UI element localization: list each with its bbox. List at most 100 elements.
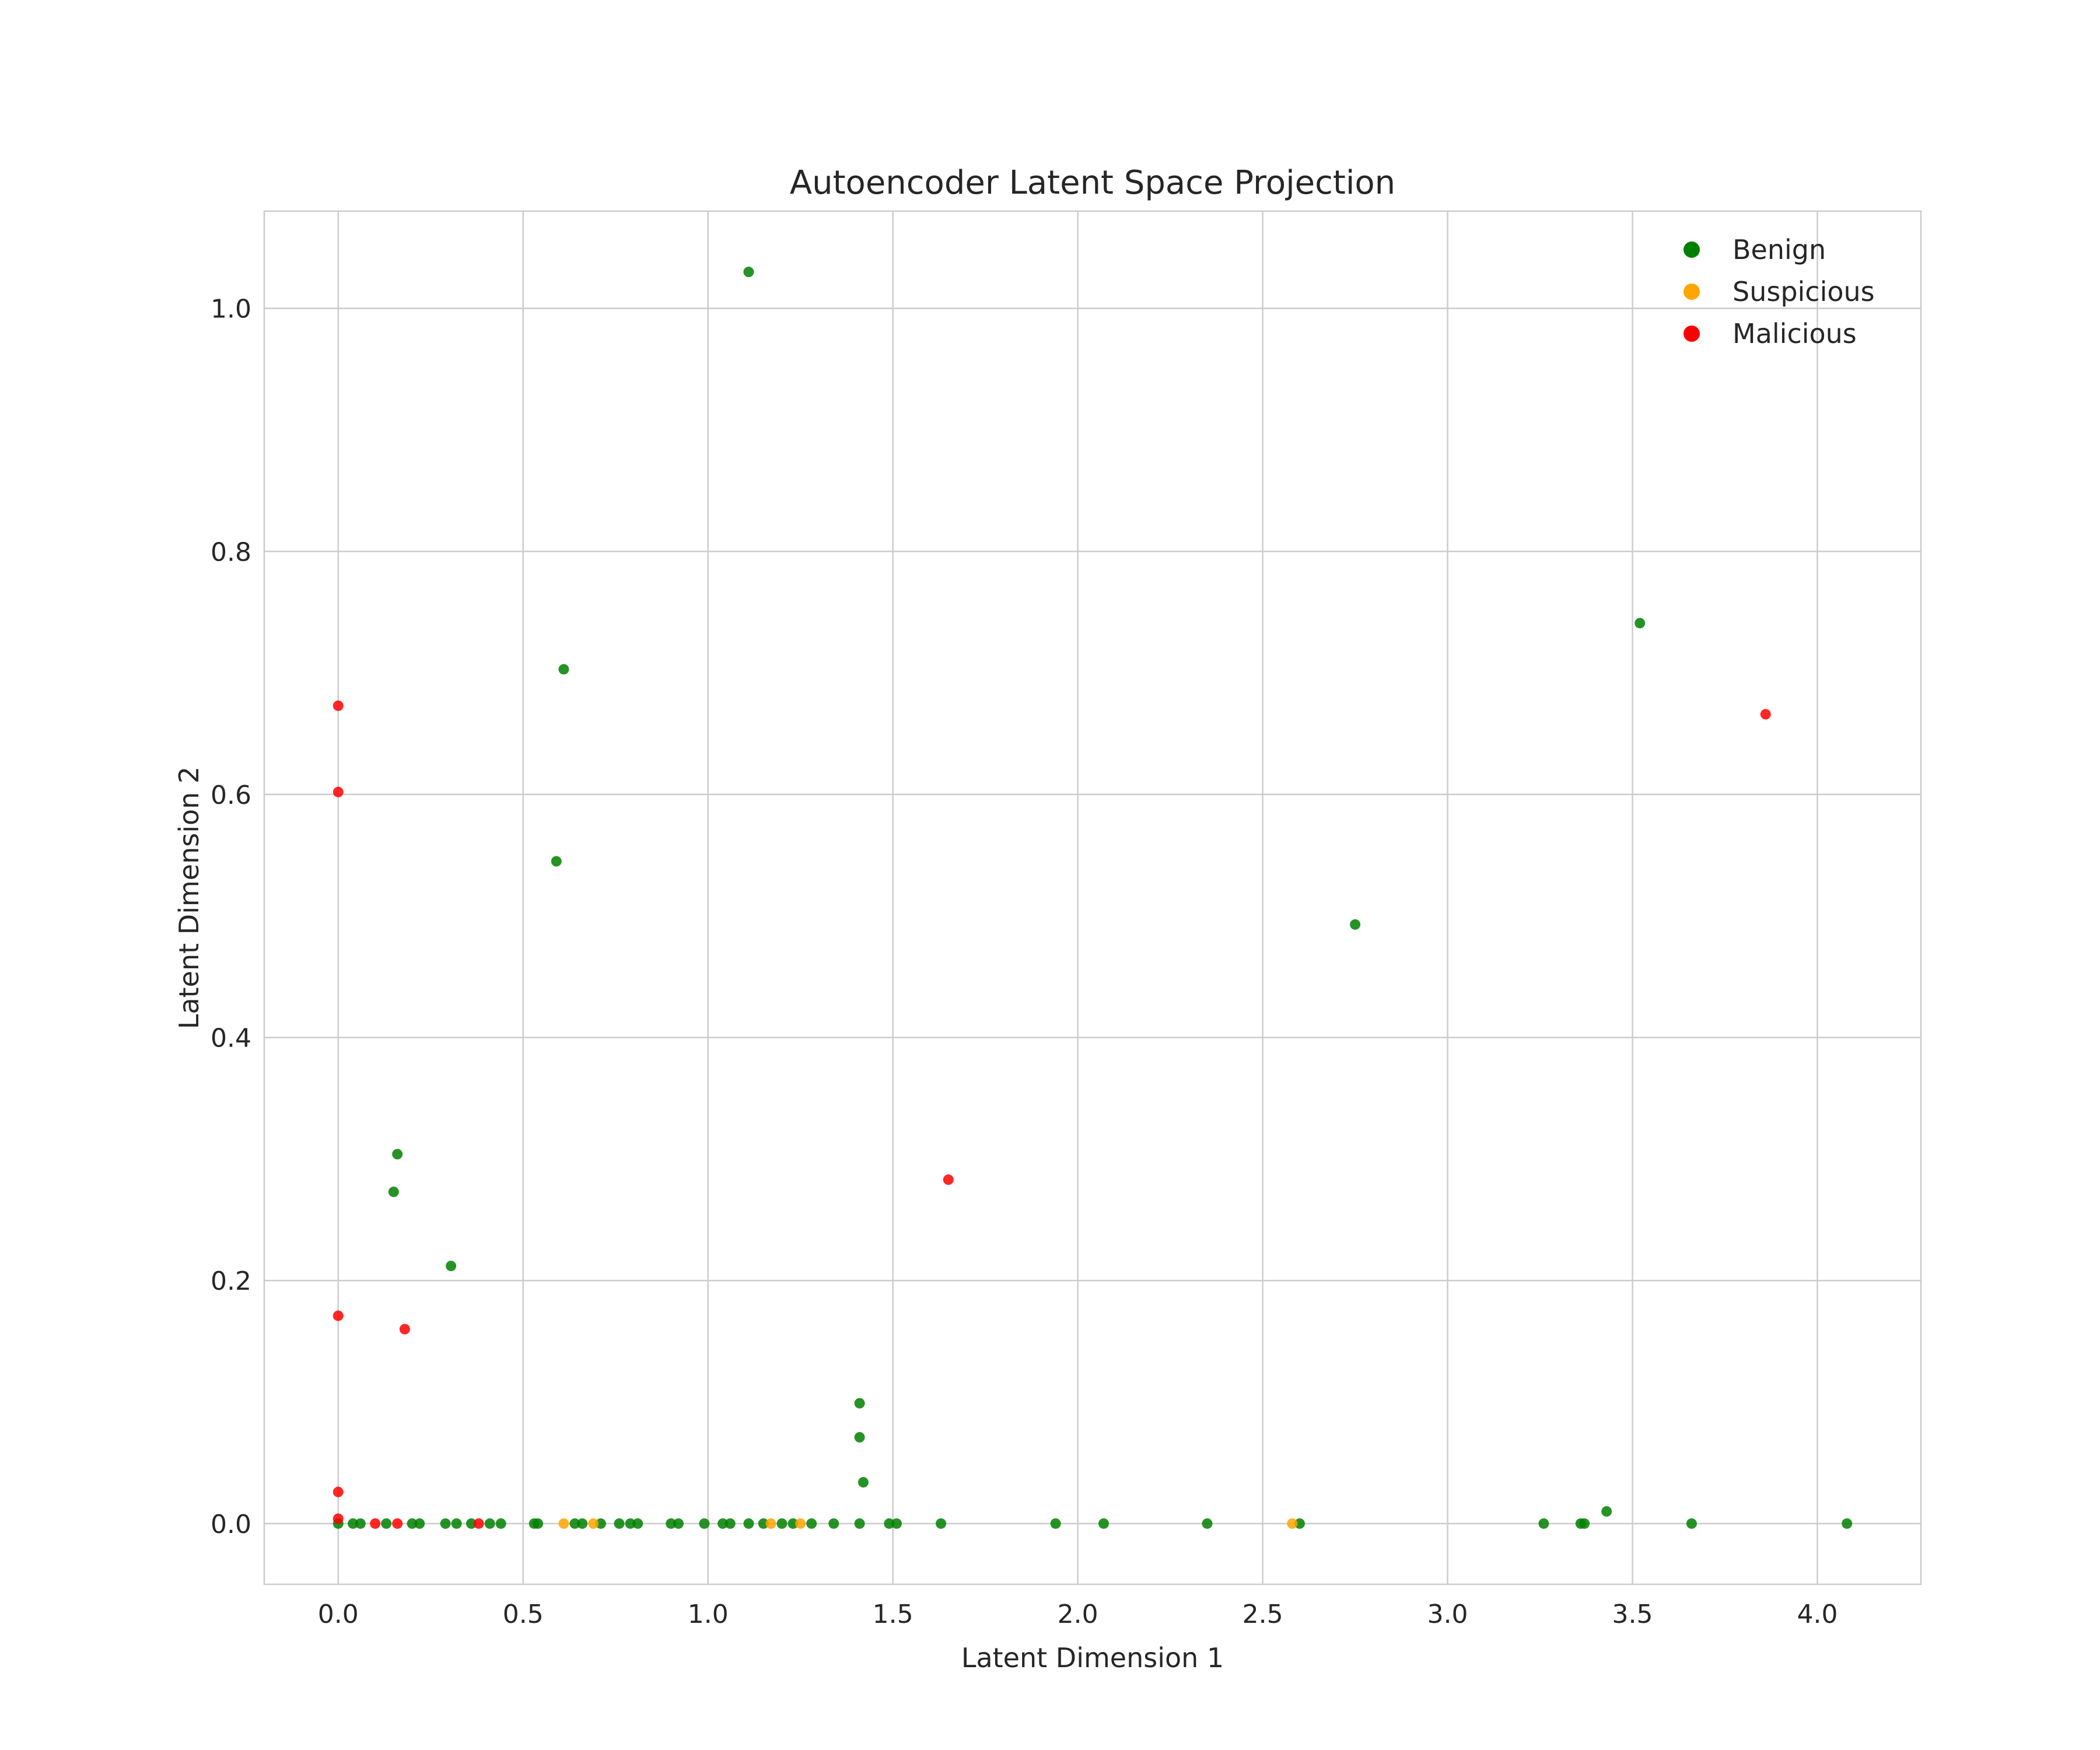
data-point [392,1149,403,1160]
data-point [788,1518,799,1529]
data-point [854,1518,865,1529]
data-point [332,1310,344,1321]
data-point [1350,919,1361,930]
data-point [743,267,754,278]
data-point [758,1518,769,1529]
data-point [381,1518,392,1529]
data-point [724,1518,736,1529]
legend-label-suspicious: Suspicious [1732,276,1875,307]
data-point [765,1518,776,1529]
data-point [632,1518,643,1529]
data-point [936,1518,947,1529]
data-point [392,1518,403,1529]
data-point [1287,1518,1298,1529]
data-point [1579,1518,1590,1529]
legend-marker-malicious [1684,326,1700,342]
data-point [414,1518,425,1529]
data-point [370,1518,381,1529]
data-point [614,1518,625,1529]
legend: Benign Suspicious Malicious [1684,234,1875,349]
data-point [451,1518,462,1529]
data-point [1202,1518,1213,1529]
y-tick-labels: 0.0 0.2 0.4 0.6 0.8 1.0 [211,295,251,1539]
data-point [891,1518,902,1529]
data-point [1842,1518,1853,1529]
data-point [558,664,569,675]
plot-frame [263,210,1922,1586]
data-point [348,1518,359,1529]
data-point [743,1518,754,1529]
data-point [806,1518,817,1529]
x-tick-label: 2.0 [1058,1600,1098,1629]
data-point [854,1398,865,1409]
data-point [466,1518,477,1529]
data-point [1686,1518,1697,1529]
data-point [399,1324,410,1335]
x-axis-label: Latent Dimension 1 [961,1642,1224,1674]
data-point [332,786,344,797]
data-point [595,1518,606,1529]
data-point [407,1518,418,1529]
legend-marker-suspicious [1684,284,1700,300]
data-point [1050,1518,1061,1529]
data-point [1601,1506,1612,1517]
legend-marker-benign [1684,242,1700,258]
data-point [858,1477,869,1488]
x-tick-label: 3.0 [1427,1600,1468,1629]
legend-label-benign: Benign [1732,234,1826,265]
x-tick-label: 0.0 [318,1600,359,1629]
data-point [332,1513,344,1524]
x-tick-label: 1.5 [873,1600,914,1629]
data-point [533,1518,544,1529]
data-point [666,1518,677,1529]
data-point [495,1518,506,1529]
data-point [828,1518,839,1529]
y-tick-label: 0.6 [211,780,251,810]
y-tick-label: 1.0 [211,295,251,324]
x-tick-label: 0.5 [503,1600,544,1629]
data-point [473,1518,484,1529]
data-point [332,1486,344,1497]
data-point [558,1518,569,1529]
data-point [854,1432,865,1443]
data-point [625,1518,636,1529]
x-tick-label: 2.5 [1242,1600,1283,1629]
y-axis-label: Latent Dimension 2 [173,766,205,1029]
y-tick-label: 0.2 [211,1266,251,1296]
data-point [776,1518,788,1529]
data-points [332,267,1853,1529]
x-tick-label: 1.0 [688,1600,729,1629]
data-point [569,1518,580,1529]
x-tick-label: 4.0 [1797,1600,1838,1629]
y-tick-label: 0.4 [211,1024,251,1054]
data-point [1634,618,1646,629]
data-point [355,1518,366,1529]
data-point [1294,1518,1305,1529]
data-point [551,856,562,867]
data-point [718,1518,729,1529]
grid-lines [264,211,1921,1584]
data-point [1538,1518,1549,1529]
data-point [673,1518,684,1529]
data-point [795,1518,806,1529]
data-point [943,1174,954,1185]
x-tick-labels: 0.0 0.5 1.0 1.5 2.0 2.5 3.0 3.5 4.0 [318,1600,1838,1629]
data-point [446,1261,457,1272]
legend-label-malicious: Malicious [1732,318,1857,349]
data-point [884,1518,895,1529]
data-point [1098,1518,1110,1529]
series-suspicious [558,1518,1298,1529]
data-point [484,1518,495,1529]
y-tick-label: 0.8 [211,537,251,567]
chart-title: Autoencoder Latent Space Projection [790,164,1395,202]
x-tick-label: 3.5 [1612,1600,1653,1629]
series-malicious [332,700,1771,1529]
series-benign [332,267,1853,1529]
y-tick-label: 0.0 [211,1510,251,1539]
data-point [588,1518,599,1529]
data-point [1760,709,1771,720]
data-point [577,1518,588,1529]
data-point [332,700,344,711]
